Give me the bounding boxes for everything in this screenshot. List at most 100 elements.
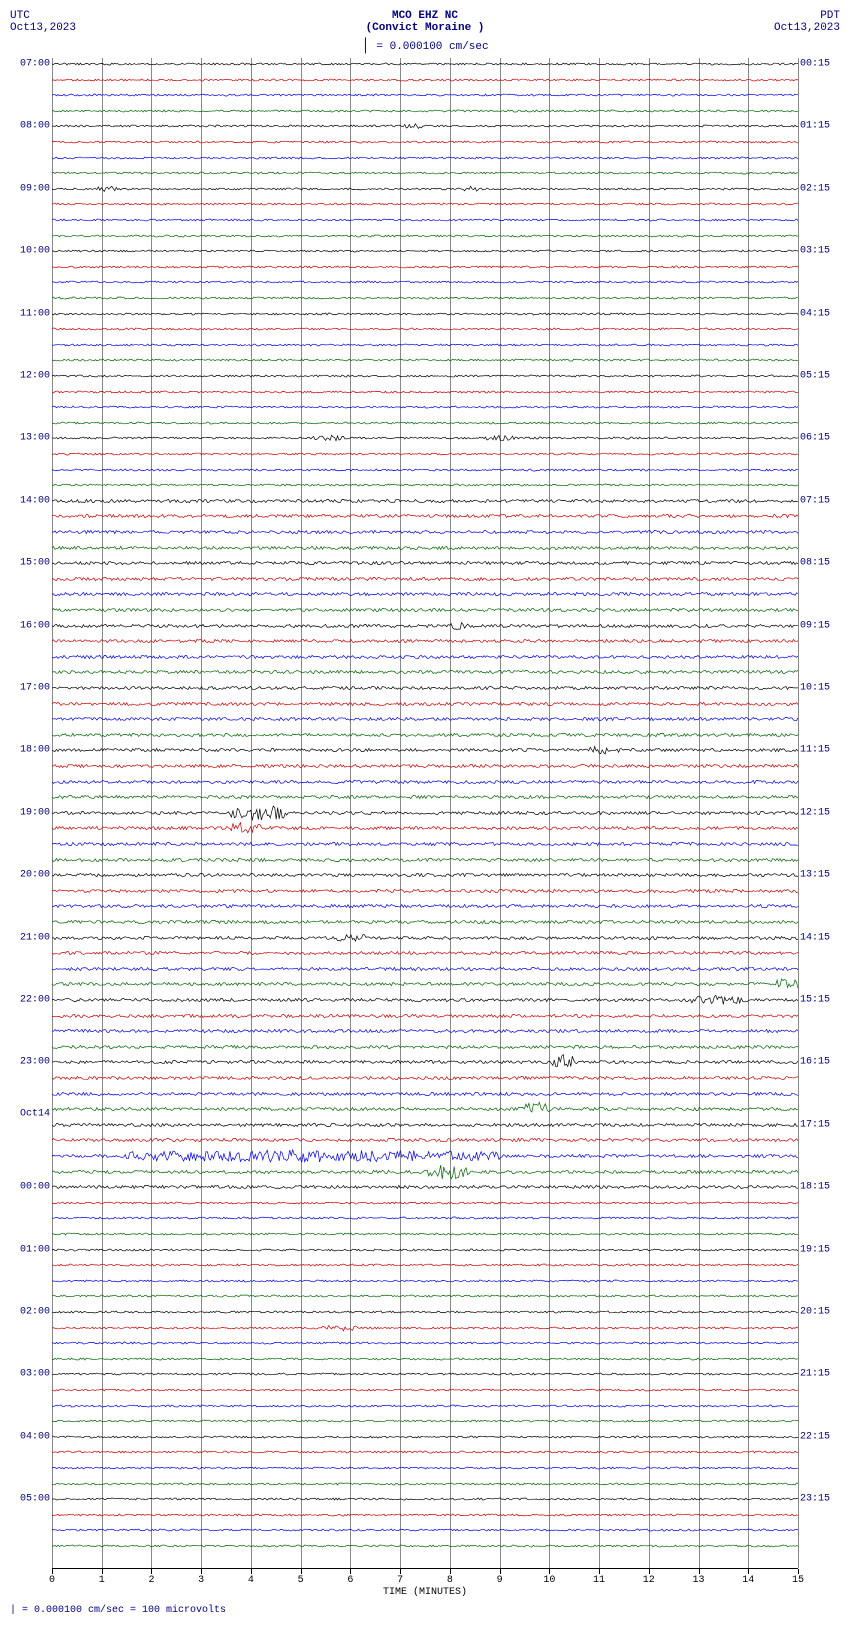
seismic-trace [52, 508, 798, 524]
pdt-time-label: 13:15 [800, 870, 840, 881]
x-tick [102, 1569, 103, 1574]
x-tick-label: 12 [643, 1575, 655, 1586]
x-tick [649, 1569, 650, 1574]
seismic-trace [52, 1210, 798, 1226]
x-tick-label: 14 [742, 1575, 754, 1586]
utc-time-label: 11:00 [10, 308, 50, 319]
seismic-trace [52, 836, 798, 852]
x-tick [798, 1569, 799, 1574]
pdt-time-label: 23:15 [800, 1494, 840, 1505]
utc-time-label: 02:00 [10, 1307, 50, 1318]
seismic-trace [52, 1132, 798, 1148]
seismic-trace [52, 1054, 798, 1070]
seismic-trace [52, 540, 798, 556]
seismic-trace [52, 945, 798, 961]
seismic-trace [52, 1476, 798, 1492]
seismic-trace [52, 1039, 798, 1055]
utc-time-label: 22:00 [10, 995, 50, 1006]
pdt-time-label: 11:15 [800, 745, 840, 756]
seismic-trace [52, 633, 798, 649]
seismic-trace [52, 961, 798, 977]
pdt-time-label: 16:15 [800, 1057, 840, 1068]
seismic-trace [52, 352, 798, 368]
utc-time-label: 20:00 [10, 870, 50, 881]
seismic-trace [52, 1070, 798, 1086]
footer-scale: | = 0.000100 cm/sec = 100 microvolts [10, 1605, 840, 1616]
x-tick-label: 2 [148, 1575, 154, 1586]
utc-time-label: 15:00 [10, 558, 50, 569]
x-axis: TIME (MINUTES) 0123456789101112131415 [52, 1568, 798, 1599]
seismic-trace [52, 1413, 798, 1429]
seismic-trace [52, 1023, 798, 1039]
x-tick [400, 1569, 401, 1574]
seismic-trace [52, 118, 798, 134]
pdt-label: PDT [774, 10, 840, 22]
pdt-time-label: 17:15 [800, 1119, 840, 1130]
utc-time-label: 10:00 [10, 246, 50, 257]
seismic-trace [52, 103, 798, 119]
seismic-trace [52, 664, 798, 680]
seismic-trace [52, 181, 798, 197]
seismic-trace [52, 820, 798, 836]
x-axis-title: TIME (MINUTES) [383, 1587, 467, 1598]
seismic-trace [52, 805, 798, 821]
seismic-trace [52, 56, 798, 72]
utc-time-label: 13:00 [10, 433, 50, 444]
x-tick-label: 13 [693, 1575, 705, 1586]
utc-time-label: 18:00 [10, 745, 50, 756]
pdt-time-label: 18:15 [800, 1182, 840, 1193]
utc-time-label: 05:00 [10, 1494, 50, 1505]
seismic-trace [52, 930, 798, 946]
x-tick-label: 10 [543, 1575, 555, 1586]
seismic-trace [52, 602, 798, 618]
seismic-trace [52, 306, 798, 322]
seismic-trace [52, 430, 798, 446]
x-tick-label: 6 [347, 1575, 353, 1586]
x-tick [301, 1569, 302, 1574]
x-tick [251, 1569, 252, 1574]
x-tick [201, 1569, 202, 1574]
seismic-trace [52, 134, 798, 150]
seismic-trace [52, 1491, 798, 1507]
seismic-trace [52, 555, 798, 571]
seismic-trace [52, 1101, 798, 1117]
seismic-trace [52, 493, 798, 509]
seismic-trace [52, 1242, 798, 1258]
gridline [798, 58, 799, 1568]
x-tick [52, 1569, 53, 1574]
seismic-trace [52, 274, 798, 290]
seismic-trace [52, 384, 798, 400]
seismic-trace [52, 992, 798, 1008]
seismic-trace [52, 415, 798, 431]
seismic-trace [52, 165, 798, 181]
seismic-trace [52, 1148, 798, 1164]
pdt-time-label: 04:15 [800, 308, 840, 319]
seismic-trace [52, 462, 798, 478]
x-tick-label: 0 [49, 1575, 55, 1586]
pdt-time-label: 07:15 [800, 495, 840, 506]
x-tick [549, 1569, 550, 1574]
seismic-trace [52, 976, 798, 992]
utc-time-label: 08:00 [10, 121, 50, 132]
seismic-trace [52, 586, 798, 602]
seismic-trace [52, 1444, 798, 1460]
utc-time-label: 07:00 [10, 59, 50, 70]
seismic-trace [52, 1507, 798, 1523]
seismic-trace [52, 1304, 798, 1320]
seismic-trace [52, 883, 798, 899]
x-tick-label: 3 [198, 1575, 204, 1586]
utc-date: Oct13,2023 [10, 22, 76, 34]
seismic-trace [52, 337, 798, 353]
utc-time-label: 21:00 [10, 932, 50, 943]
plot-area: 07:0000:1508:0001:1509:0002:1510:0003:15… [10, 58, 840, 1568]
seismic-trace [52, 1366, 798, 1382]
pdt-time-label: 00:15 [800, 59, 840, 70]
pdt-date: Oct13,2023 [774, 22, 840, 34]
pdt-time-label: 06:15 [800, 433, 840, 444]
pdt-time-label: 01:15 [800, 121, 840, 132]
scale-value: = 0.000100 cm/sec [376, 41, 488, 53]
station-code: MCO EHZ NC [76, 10, 774, 22]
pdt-time-label: 15:15 [800, 995, 840, 1006]
seismic-trace [52, 727, 798, 743]
pdt-time-label: 14:15 [800, 932, 840, 943]
